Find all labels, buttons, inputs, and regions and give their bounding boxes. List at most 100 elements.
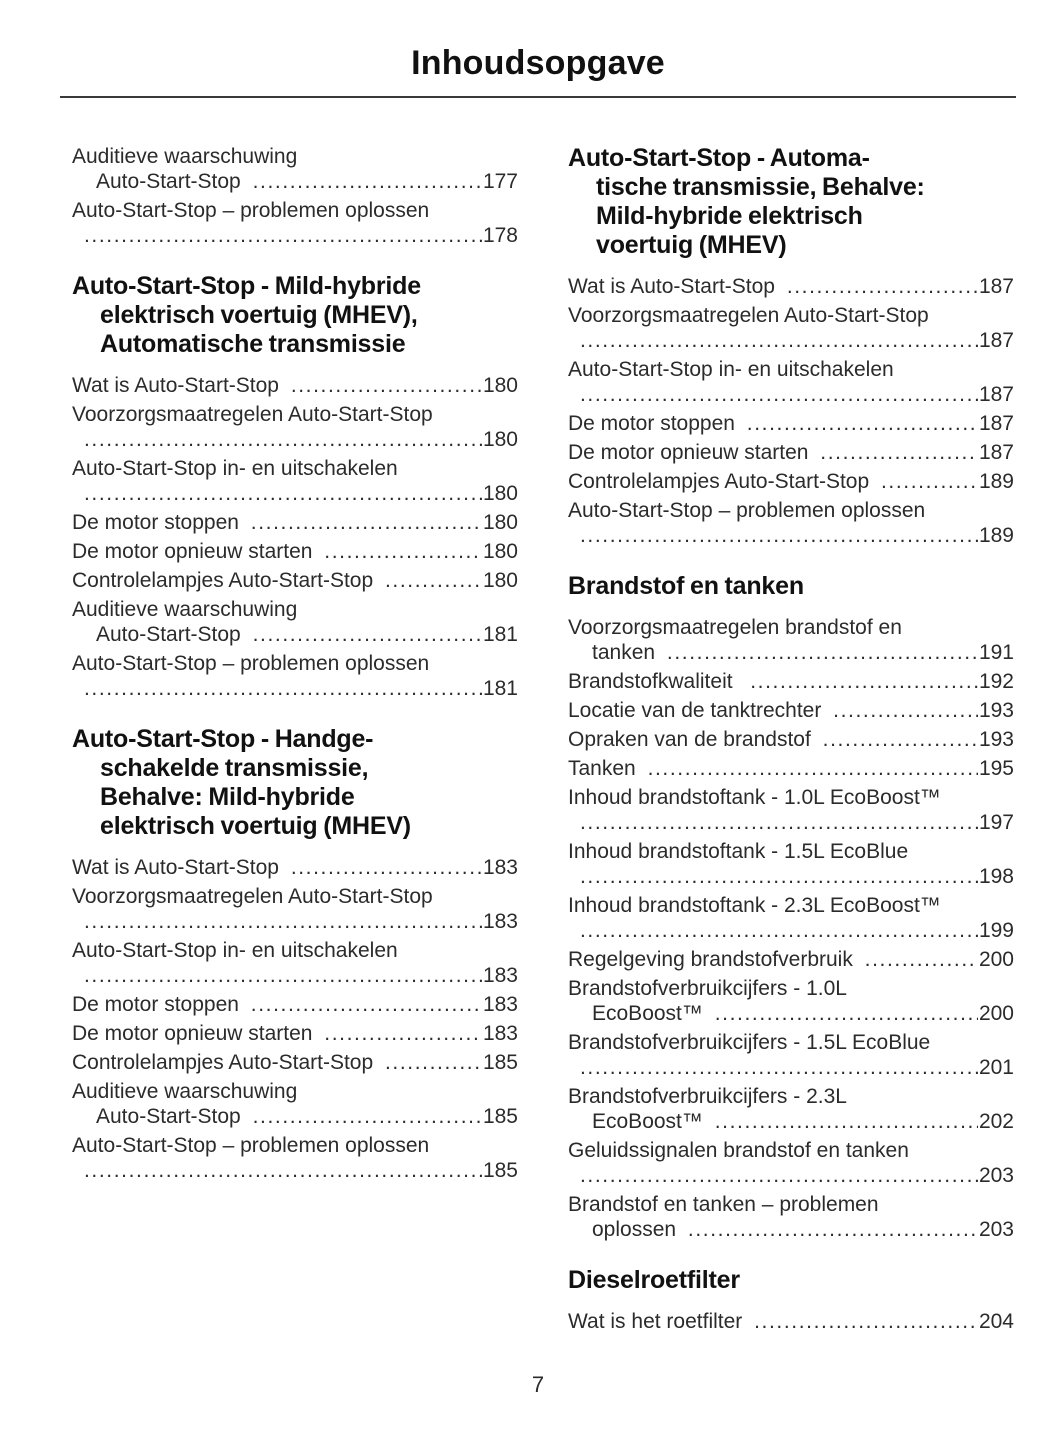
toc-entry-line: Auto-Start-Stop in- en uitschakelen [72, 938, 518, 963]
toc-entry: Geluidssignalen brandstof en tanken 203 [568, 1138, 1014, 1188]
toc-entry-line: Auditieve waarschuwing [72, 597, 518, 622]
dot-leader [385, 1050, 482, 1075]
toc-entry: Voorzorgsmaatregelen Auto-Start-Stop 180 [72, 402, 518, 452]
toc-entry-group: Wat is Auto-Start-Stop 183Voorzorgsmaatr… [72, 855, 518, 1183]
dot-leader [754, 1309, 978, 1334]
toc-entry: Wat is Auto-Start-Stop 187 [568, 274, 1014, 299]
section-heading-line: Brandstof en tanken [568, 572, 804, 600]
section-heading-line: Auto-Start-Stop - Handge- [72, 725, 374, 753]
toc-entry-line: 183 [72, 963, 518, 988]
toc-entry: Voorzorgsmaatregelen Auto-Start-Stop 187 [568, 303, 1014, 353]
dot-leader [84, 963, 482, 988]
page-ref: 189 [978, 524, 1014, 547]
toc-entry-text: Auditieve waarschuwing [72, 598, 298, 621]
page-ref: 185 [482, 1159, 518, 1182]
toc-entry-line: Auto-Start-Stop – problemen oplossen [72, 651, 518, 676]
toc-entry: Controlelampjes Auto-Start-Stop 185 [72, 1050, 518, 1075]
toc-entry-line: 183 [72, 909, 518, 934]
toc-entry-text: Opraken van de brandstof [568, 728, 817, 751]
page-ref: 181 [482, 623, 518, 646]
dot-leader [385, 568, 482, 593]
page-ref: 193 [978, 728, 1014, 751]
toc-entry: Brandstof en tanken – problemen oplossen … [568, 1192, 1014, 1242]
toc-entry-text: Auto-Start-Stop – problemen oplossen [568, 499, 926, 522]
toc-entry-text: De motor opnieuw starten [72, 1022, 319, 1045]
toc-entry-line: Controlelampjes Auto-Start-Stop 180 [72, 568, 518, 593]
page-ref: 183 [482, 910, 518, 933]
toc-entry-line: 197 [568, 810, 1014, 835]
toc-entry-line: Geluidssignalen brandstof en tanken [568, 1138, 1014, 1163]
toc-entry-text: Auto-Start-Stop – problemen oplossen [72, 199, 430, 222]
toc-entry-line: Brandstof en tanken – problemen [568, 1192, 1014, 1217]
section-heading: Auto-Start-Stop - Handge-schakelde trans… [72, 725, 518, 841]
page-ref: 178 [482, 224, 518, 247]
toc-entry-text: Controlelampjes Auto-Start-Stop [72, 569, 379, 592]
toc-entry-line: Auto-Start-Stop – problemen oplossen [72, 1133, 518, 1158]
dot-leader [291, 373, 482, 398]
toc-entry-text: Locatie van de tanktrechter [568, 699, 828, 722]
dot-leader [251, 510, 482, 535]
dot-leader [667, 640, 978, 665]
dot-leader [84, 427, 482, 452]
toc-entry-line: Inhoud brandstoftank - 1.5L EcoBlue [568, 839, 1014, 864]
section-heading-line: Mild-hybride elektrisch [596, 202, 863, 230]
page-ref: 204 [978, 1310, 1014, 1333]
toc-entry: Brandstofverbruikcijfers - 1.0L EcoBoost™… [568, 976, 1014, 1026]
toc-entry: Regelgeving brandstofverbruik 200 [568, 947, 1014, 972]
page-ref: 197 [978, 811, 1014, 834]
toc-entry-line: 181 [72, 676, 518, 701]
toc-entry-line: Wat is het roetfilter 204 [568, 1309, 1014, 1334]
page-ref: 203 [978, 1164, 1014, 1187]
toc-entry: Wat is het roetfilter 204 [568, 1309, 1014, 1334]
toc-entry-line: 180 [72, 481, 518, 506]
toc-entry: Wat is Auto-Start-Stop 180 [72, 373, 518, 398]
toc-entry: Auto-Start-Stop – problemen oplossen 181 [72, 651, 518, 701]
toc-entry-text: Auto-Start-Stop – problemen oplossen [72, 1134, 430, 1157]
toc-entry-group: Wat is Auto-Start-Stop 180 Voorzorgsmaatr… [72, 373, 518, 701]
toc-entry-text: Wat is Auto-Start-Stop [72, 856, 285, 879]
section-heading: Brandstof en tanken [568, 572, 1014, 601]
toc-entry-line: Controlelampjes Auto-Start-Stop 185 [72, 1050, 518, 1075]
toc-entry-text: Inhoud brandstoftank - 1.0L EcoBoost™ [568, 786, 941, 809]
toc-entry-text: De motor stoppen [72, 993, 245, 1016]
section-heading-line: voertuig (MHEV) [596, 231, 787, 259]
toc-entry-group: Wat is Auto-Start-Stop 187 Voorzorgsmaatr… [568, 274, 1014, 548]
toc-entry-line: 189 [568, 523, 1014, 548]
toc-entry-text: Voorzorgsmaatregelen Auto-Start-Stop [568, 304, 929, 327]
page-ref: 202 [978, 1110, 1014, 1133]
dot-leader [580, 918, 978, 943]
toc-entry-line: Voorzorgsmaatregelen brandstof en [568, 615, 1014, 640]
dot-leader [580, 1055, 978, 1080]
page-ref: 177 [482, 170, 518, 193]
toc-entry-text: Brandstofverbruikcijfers - 2.3L [568, 1085, 847, 1108]
toc-entry-line: Brandstofverbruikcijfers - 1.5L EcoBlue [568, 1030, 1014, 1055]
toc-entry-text: Wat is Auto-Start-Stop [568, 275, 781, 298]
toc-entry: Opraken van de brandstof 193 [568, 727, 1014, 752]
toc-entry-line: Inhoud brandstoftank - 1.0L EcoBoost™ [568, 785, 1014, 810]
toc-entry: De motor stoppen 187 [568, 411, 1014, 436]
toc-entry-text: Controlelampjes Auto-Start-Stop [568, 470, 875, 493]
page-ref: 181 [482, 677, 518, 700]
toc-entry-text: Controlelampjes Auto-Start-Stop [72, 1051, 379, 1074]
dot-leader [251, 992, 482, 1017]
toc-entry-line: Voorzorgsmaatregelen Auto-Start-Stop [72, 884, 518, 909]
page-ref: 189 [978, 470, 1014, 493]
section-heading-line: Dieselroetfilter [568, 1266, 740, 1294]
page-ref: 198 [978, 865, 1014, 888]
dot-leader [747, 411, 978, 436]
toc-entry-text: Auto-Start-Stop [96, 170, 247, 193]
toc-entry-text: Tanken [568, 757, 642, 780]
toc-entry: Controlelampjes Auto-Start-Stop 189 [568, 469, 1014, 494]
toc-entry-line: Auto-Start-Stop 181 [72, 622, 518, 647]
section-heading: Auto-Start-Stop - Automa-tische transmis… [568, 144, 1014, 260]
toc-entry-line: 180 [72, 427, 518, 452]
toc-entry-line: Brandstofkwaliteit 192 [568, 669, 1014, 694]
page-ref: 187 [978, 383, 1014, 406]
toc-entry-group: Wat is het roetfilter 204 [568, 1309, 1014, 1334]
toc-entry: De motor opnieuw starten 187 [568, 440, 1014, 465]
toc-column-right: Auto-Start-Stop - Automa-tische transmis… [568, 144, 1014, 1338]
section-heading: Auto-Start-Stop - Mild-hybride elektrisch… [72, 272, 518, 359]
toc-entry: Inhoud brandstoftank - 2.3L EcoBoost™ 199 [568, 893, 1014, 943]
section-heading: Dieselroetfilter [568, 1266, 1014, 1295]
